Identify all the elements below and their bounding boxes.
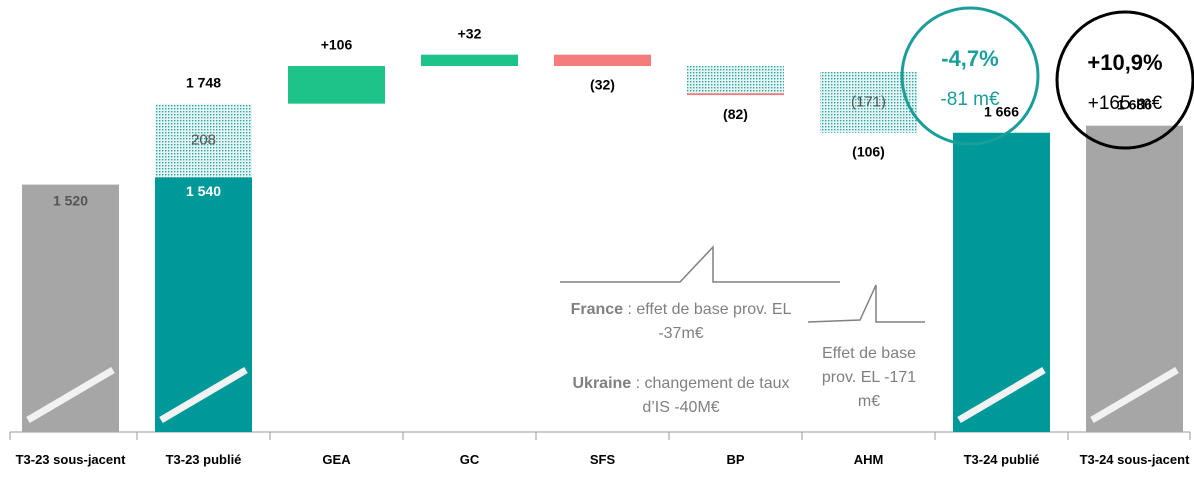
segment-label: (171) bbox=[851, 93, 886, 110]
bar-segment bbox=[687, 93, 784, 96]
badge-percent: +10,9% bbox=[1087, 50, 1162, 75]
badge-circle bbox=[1055, 10, 1194, 150]
value-label: 1 686 bbox=[1117, 96, 1152, 112]
bar-segment bbox=[421, 54, 518, 67]
value-label: 1 666 bbox=[984, 103, 1019, 119]
badge-amount: -81 m€ bbox=[940, 89, 1000, 110]
x-tick-label: T3-23 sous-jacent bbox=[15, 452, 126, 467]
x-tick-label: AHM bbox=[853, 452, 884, 467]
bar-segment bbox=[288, 66, 385, 104]
value-label: (106) bbox=[852, 143, 885, 159]
bar-segment bbox=[1086, 125, 1183, 432]
connector bbox=[560, 245, 840, 283]
badge-percent: -4,7% bbox=[941, 46, 998, 71]
bar-segment bbox=[687, 66, 784, 94]
annotation: Effet de base prov. EL -171 m€ bbox=[821, 345, 917, 410]
value-label: (32) bbox=[590, 77, 615, 93]
bar-segment bbox=[554, 54, 651, 67]
bar-segment bbox=[22, 184, 119, 432]
bar-segment bbox=[155, 103, 252, 178]
x-tick-label: T3-24 sous-jacent bbox=[1079, 452, 1190, 467]
x-tick-label: GC bbox=[459, 452, 480, 467]
break-mark bbox=[1090, 366, 1179, 424]
x-tick-label: BP bbox=[726, 452, 745, 467]
bar-segment bbox=[155, 177, 252, 432]
x-tick-label: SFS bbox=[589, 452, 616, 467]
value-label: 1 748 bbox=[186, 74, 221, 90]
badge-circle bbox=[900, 6, 1040, 146]
value-label: +32 bbox=[458, 25, 482, 41]
break-mark bbox=[957, 366, 1046, 424]
annotation: Ukraine : changement de taux d’IS -40M€ bbox=[572, 375, 790, 416]
bar-segment bbox=[953, 132, 1050, 432]
value-label: (82) bbox=[723, 106, 748, 122]
x-tick-label: T3-24 publié bbox=[963, 452, 1040, 467]
break-mark bbox=[26, 366, 115, 424]
segment-label: 1 540 bbox=[186, 183, 221, 199]
value-label: 1 520 bbox=[53, 192, 88, 208]
break-mark bbox=[159, 366, 248, 424]
annotation: France : effet de base prov. EL -37m€ bbox=[570, 301, 792, 342]
connector bbox=[807, 284, 925, 323]
x-tick-label: T3-23 publié bbox=[165, 452, 242, 467]
x-tick-label: GEA bbox=[322, 452, 351, 467]
badge-amount: +165 m€ bbox=[1088, 93, 1163, 114]
value-label: +106 bbox=[321, 37, 353, 53]
segment-label: 208 bbox=[191, 132, 216, 149]
